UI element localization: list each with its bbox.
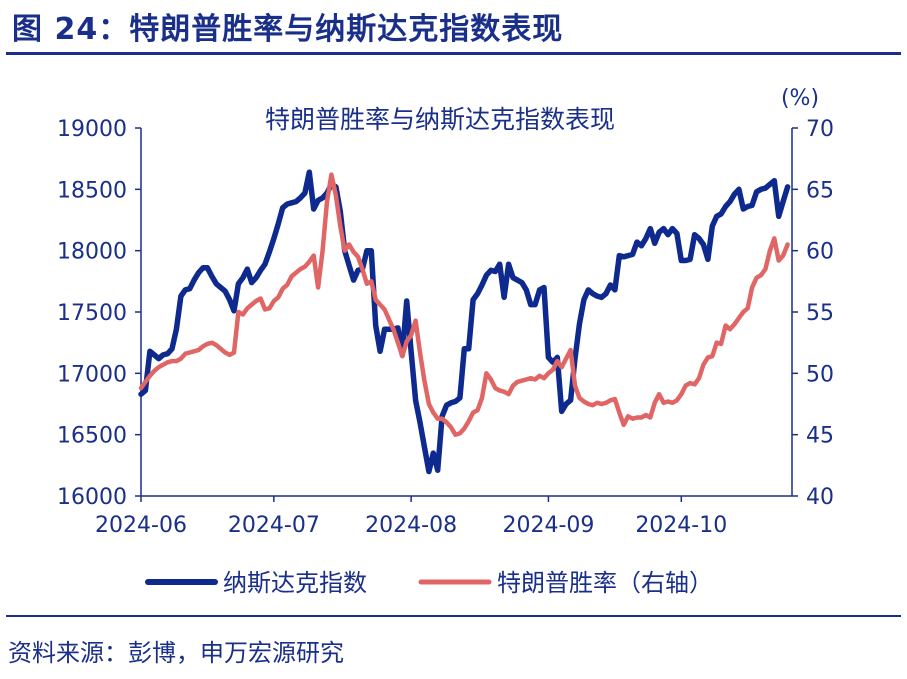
trump-winrate-line: [138, 172, 790, 437]
series-layer: [138, 169, 791, 475]
legend-nasdaq-label: 纳斯达克指数: [223, 569, 367, 597]
right-axis-unit: (%): [781, 86, 819, 111]
right-tick-label: 50: [806, 362, 834, 387]
right-tick-label: 55: [806, 301, 834, 326]
source-note: 资料来源：彭博，申万宏源研究: [8, 639, 344, 667]
left-tick-label: 17500: [57, 301, 127, 326]
left-tick-label: 18000: [57, 240, 127, 265]
x-tick-label: 2024-09: [502, 513, 594, 538]
legend: 纳斯达克指数 特朗普胜率（右轴）: [145, 569, 713, 597]
x-tick-label: 2024-08: [365, 513, 457, 538]
axes: 16000 16500 17000 17500 18000 18500 19000 40 45 5…: [57, 117, 834, 538]
left-tick-label: 17000: [57, 362, 127, 387]
left-tick-label: 16000: [57, 485, 127, 510]
title-rule: [6, 52, 901, 55]
figure-title: 图 24：特朗普胜率与纳斯达克指数表现: [12, 12, 564, 47]
chart-title: 特朗普胜率与纳斯达克指数表现: [265, 105, 615, 134]
nasdaq-line: [138, 169, 791, 475]
x-tick-label: 2024-07: [228, 513, 320, 538]
chart: 特朗普胜率与纳斯达克指数表现 (%) 160001650017000175001…: [57, 86, 834, 597]
left-tick-label: 19000: [57, 117, 127, 142]
x-tick-label: 2024-10: [635, 513, 727, 538]
legend-trump-label: 特朗普胜率（右轴）: [497, 569, 713, 597]
right-tick-label: 45: [806, 424, 834, 449]
x-tick-label: 2024-06: [95, 513, 187, 538]
right-tick-label: 70: [806, 117, 834, 142]
right-tick-label: 40: [806, 485, 834, 510]
right-tick-label: 65: [806, 178, 834, 203]
left-tick-label: 16500: [57, 424, 127, 449]
right-tick-label: 60: [806, 240, 834, 265]
left-tick-label: 18500: [57, 178, 127, 203]
source-rule: [6, 615, 901, 617]
